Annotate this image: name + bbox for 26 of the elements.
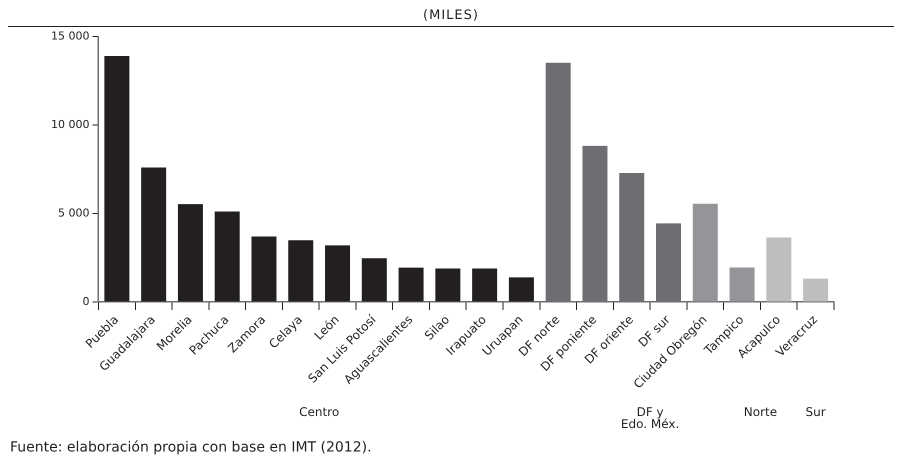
bar (692, 204, 718, 302)
bar (508, 277, 534, 302)
y-tick-label: 5 000 (58, 206, 90, 220)
source-note: Fuente: elaboración propia con base en IMT (2012). (10, 440, 372, 456)
y-tick-label: 10 000 (50, 118, 90, 131)
bar (178, 204, 203, 302)
bar (398, 268, 424, 302)
bar (141, 168, 166, 302)
text: Centro (299, 405, 340, 420)
y-tick-label: 15 000 (50, 29, 90, 42)
bar (251, 236, 276, 302)
bar (288, 240, 314, 302)
text: Sur (806, 405, 826, 420)
bar (214, 212, 240, 302)
y-tick-label: 0 (82, 294, 90, 308)
text: Norte (744, 405, 778, 420)
bar (730, 267, 755, 302)
text: DF y Edo. Méx. (620, 405, 680, 432)
bar (104, 56, 130, 302)
bar (803, 278, 828, 302)
bar (362, 258, 387, 302)
bar (472, 268, 498, 302)
bar (766, 238, 792, 302)
chart-title: (MILES) (422, 8, 480, 25)
bar (325, 245, 350, 302)
bar (435, 268, 460, 302)
